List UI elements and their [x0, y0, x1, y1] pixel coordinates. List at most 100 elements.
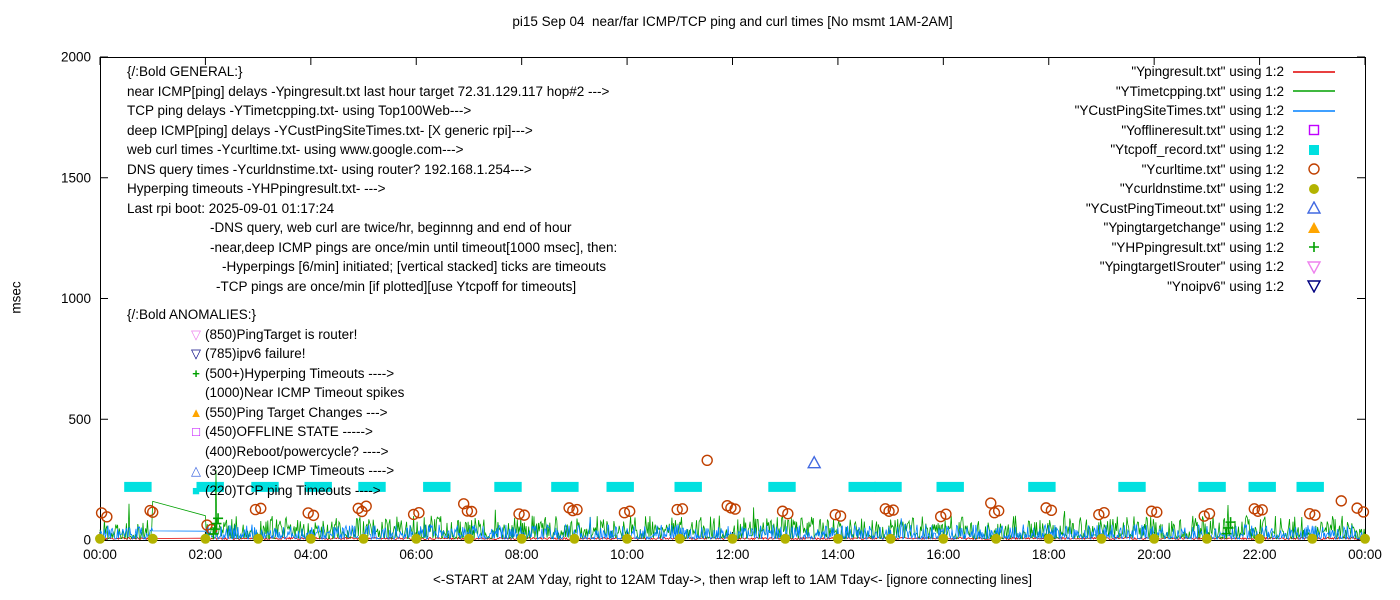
legend-plus-icon — [1309, 242, 1319, 253]
legend-label: "Ycurltime.txt" using 1:2 — [1141, 161, 1284, 177]
annotation-line: Hyperping timeouts -YHPpingresult.txt- -… — [127, 181, 386, 196]
annotation-line: -DNS query, web curl are twice/hr, begin… — [210, 220, 572, 235]
annotation-line: -TCP pings are once/min [if plotted][use… — [216, 278, 577, 294]
legend-triangle-up-filled-icon — [1308, 221, 1320, 233]
legend-row: "Ycurldnstime.txt" using 1:2 — [1075, 179, 1338, 199]
anomaly-annotations: {/:Bold ANOMALIES:} ▽ (850)PingTarget is r… — [127, 305, 404, 500]
x-tick-label: 12:00 — [716, 547, 750, 562]
x-tick-label: 20:00 — [1137, 547, 1171, 562]
anomaly-item: + (500+)Hyperping Timeouts ----> — [127, 364, 404, 384]
legend-row: "Ypingtargetchange" using 1:2 — [1075, 218, 1338, 238]
legend-label: "Yofflineresult.txt" using 1:2 — [1121, 122, 1284, 138]
legend-circle-open-icon — [1308, 163, 1320, 175]
legend-triangle-down-open-icon — [1306, 261, 1322, 274]
anomaly-item: ▲ (550)Ping Target Changes ---> — [127, 403, 404, 423]
anomalies-header: {/:Bold ANOMALIES:} — [127, 307, 257, 322]
y-tick-label: 1500 — [61, 170, 91, 185]
y-tick-label: 0 — [83, 533, 91, 548]
anomaly-triangle-up-open-icon: △ — [191, 463, 201, 478]
x-tick-label: 18:00 — [1032, 547, 1066, 562]
legend-triangle-down-open-icon — [1306, 280, 1322, 294]
anomaly-text: (400)Reboot/powercycle? ----> — [205, 443, 389, 459]
legend-row: "Yofflineresult.txt" using 1:2 — [1075, 121, 1338, 141]
x-tick-label: 08:00 — [505, 547, 539, 562]
anomaly-item: ▽ (785)ipv6 failure! — [127, 344, 404, 364]
anomaly-text: (850)PingTarget is router! — [205, 326, 358, 342]
legend-row: "YHPpingresult.txt" using 1:2 — [1075, 238, 1338, 258]
anomaly-square-open-icon: □ — [192, 424, 200, 439]
annotation-line: {/:Bold GENERAL:} — [127, 64, 243, 79]
chart-title: pi15 Sep 04 near/far ICMP/TCP ping and c… — [512, 14, 953, 29]
legend-line-sample-icon — [1293, 109, 1335, 112]
x-tick-label: 16:00 — [926, 547, 960, 562]
anomaly-item: △ (320)Deep ICMP Timeouts ----> — [127, 461, 404, 481]
anomaly-text: (220)TCP ping Timeouts ----> — [205, 482, 381, 498]
series-YHPpingresult.txt — [208, 513, 1236, 539]
x-axis-label: <-START at 2AM Yday, right to 12AM Tday-… — [433, 572, 1032, 587]
legend-label: "YpingtargetISrouter" using 1:2 — [1099, 259, 1284, 275]
legend-label: "YCustPingSiteTimes.txt" using 1:2 — [1074, 103, 1284, 119]
anomaly-item: ▽ (850)PingTarget is router! — [127, 325, 404, 345]
series-Ycurldnstime.txt — [95, 533, 1370, 544]
anomaly-text: (785)ipv6 failure! — [205, 346, 306, 361]
x-tick-label: 06:00 — [399, 547, 433, 562]
legend: "Ypingresult.txt" using 1:2 "YTimetcpping… — [1075, 62, 1338, 296]
anomaly-item: (1000)Near ICMP Timeout spikes — [127, 383, 404, 403]
annotation-line: web curl times -Ycurltime.txt- using www… — [127, 142, 464, 157]
x-tick-label: 02:00 — [189, 547, 223, 562]
anomaly-text: (450)OFFLINE STATE -----> — [205, 424, 373, 439]
annotation-line: -Hyperpings [6/min] initiated; [vertical… — [222, 259, 607, 274]
legend-square-open-icon — [1308, 125, 1320, 136]
legend-label: "Ypingtargetchange" using 1:2 — [1103, 220, 1284, 236]
x-tick-label: 14:00 — [821, 547, 855, 562]
legend-label: "YTimetcpping.txt" using 1:2 — [1115, 83, 1284, 99]
legend-triangle-up-open-icon — [1306, 201, 1322, 214]
annotation-line: deep ICMP[ping] delays -YCustPingSiteTim… — [127, 122, 533, 138]
anomaly-item: □ (450)OFFLINE STATE -----> — [127, 422, 404, 442]
legend-label: "Ycurldnstime.txt" using 1:2 — [1119, 181, 1284, 197]
series-YCustPingSiteTimes.txt — [99, 517, 1366, 541]
series-Ytcpoff_record.txt — [124, 481, 1324, 492]
legend-line-sample-icon — [1293, 90, 1335, 93]
legend-row: "Ycurltime.txt" using 1:2 — [1075, 160, 1338, 180]
general-annotations: {/:Bold GENERAL:} near ICMP[ping] delays … — [127, 62, 617, 296]
legend-row: "YTimetcpping.txt" using 1:2 — [1075, 82, 1338, 102]
legend-square-filled-icon — [1309, 144, 1319, 155]
anomaly-triangle-down-open-icon: ▽ — [191, 326, 201, 342]
anomaly-text: (320)Deep ICMP Timeouts ----> — [205, 463, 395, 478]
anomaly-triangle-down-open-icon: ▽ — [191, 346, 201, 361]
annotation-line: DNS query times -Ycurldnstime.txt- using… — [127, 161, 532, 177]
x-tick-label: 00:00 — [1348, 547, 1382, 562]
legend-label: "Ypingresult.txt" using 1:2 — [1131, 64, 1284, 80]
legend-row: "YCustPingSiteTimes.txt" using 1:2 — [1075, 101, 1338, 121]
annotation-line: near ICMP[ping] delays -Ypingresult.txt … — [127, 83, 610, 99]
legend-row: "YCustPingTimeout.txt" using 1:2 — [1075, 199, 1338, 219]
anomaly-text: (500+)Hyperping Timeouts ----> — [205, 365, 395, 381]
anomaly-text: (1000)Near ICMP Timeout spikes — [205, 385, 405, 400]
x-tick-label: 10:00 — [610, 547, 644, 562]
x-tick-label: 04:00 — [294, 547, 328, 562]
legend-circle-filled-icon — [1309, 183, 1319, 194]
anomaly-square-filled-icon: ■ — [192, 482, 200, 498]
legend-label: "YCustPingTimeout.txt" using 1:2 — [1085, 200, 1284, 216]
x-tick-label: 00:00 — [83, 547, 117, 562]
legend-line-sample-icon — [1293, 70, 1335, 73]
legend-label: "Ynoipv6" using 1:2 — [1167, 278, 1284, 294]
annotation-line: -near,deep ICMP pings are once/min until… — [210, 239, 618, 255]
anomaly-text: (550)Ping Target Changes ---> — [205, 404, 388, 420]
legend-row: "Ypingresult.txt" using 1:2 — [1075, 62, 1338, 82]
legend-row: "Ynoipv6" using 1:2 — [1075, 277, 1338, 297]
series-YCustPingTimeout.txt — [807, 455, 822, 469]
legend-label: "Ytcpoff_record.txt" using 1:2 — [1110, 142, 1284, 158]
anomaly-item: ■ (220)TCP ping Timeouts ----> — [127, 481, 404, 501]
legend-row: "YpingtargetISrouter" using 1:2 — [1075, 257, 1338, 277]
legend-label: "YHPpingresult.txt" using 1:2 — [1111, 239, 1284, 255]
y-tick-label: 1000 — [61, 291, 91, 306]
anomaly-plus-icon: + — [192, 365, 200, 381]
annotation-line: TCP ping delays -YTimetcpping.txt- using… — [127, 103, 472, 118]
y-tick-label: 2000 — [61, 50, 91, 65]
legend-row: "Ytcpoff_record.txt" using 1:2 — [1075, 140, 1338, 160]
anomaly-item: (400)Reboot/powercycle? ----> — [127, 442, 404, 462]
annotation-line: Last rpi boot: 2025-09-01 01:17:24 — [127, 200, 335, 216]
